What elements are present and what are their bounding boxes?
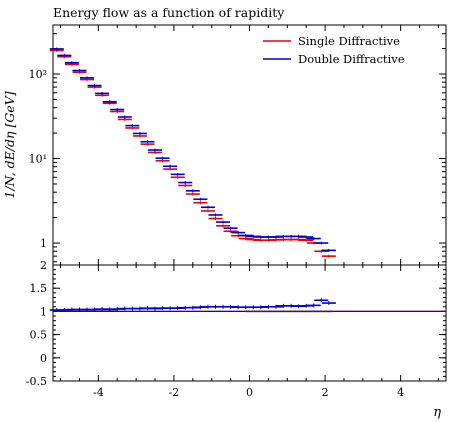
ratio-y-tick-label: -0.5	[26, 375, 47, 388]
legend-entry: Double Diffractive	[298, 52, 405, 66]
main-panel: 1 10¹ 10²	[29, 24, 447, 266]
ratio-panel: -4 -2 0 2 4 -0.5 0 0.5 1 1.5 2	[26, 259, 447, 399]
ratio-y-tick-label: 1.5	[30, 282, 48, 295]
x-tick-label: 4	[397, 386, 404, 399]
series-double-diffractive	[49, 47, 336, 252]
ratio-y-tick-label: 1	[40, 305, 47, 318]
series-single-diffractive	[49, 48, 336, 258]
ratio-y-tick-label: 0	[40, 352, 47, 365]
x-axis-label: η	[433, 405, 441, 420]
legend: Single Diffractive Double Diffractive	[263, 34, 405, 66]
y-axis-label: 1/N, dE/dη [GeV]	[2, 91, 17, 198]
main-y-tick-label: 10²	[29, 68, 47, 81]
main-y-tick-label: 10¹	[29, 153, 47, 166]
x-tick-label: 2	[322, 386, 329, 399]
legend-entry: Single Diffractive	[298, 34, 400, 48]
chart-title: Energy flow as a function of rapidity	[53, 5, 285, 20]
main-y-tick-label: 1	[40, 237, 47, 250]
ratio-y-tick-label: 2	[40, 259, 47, 272]
ratio-y-tick-label: 0.5	[30, 329, 48, 342]
x-tick-label: -2	[169, 386, 180, 399]
x-tick-label: -4	[93, 386, 104, 399]
ratio-series-double-diffractive	[49, 298, 336, 313]
x-tick-label: 0	[246, 386, 253, 399]
ratio-panel-frame	[52, 264, 447, 382]
